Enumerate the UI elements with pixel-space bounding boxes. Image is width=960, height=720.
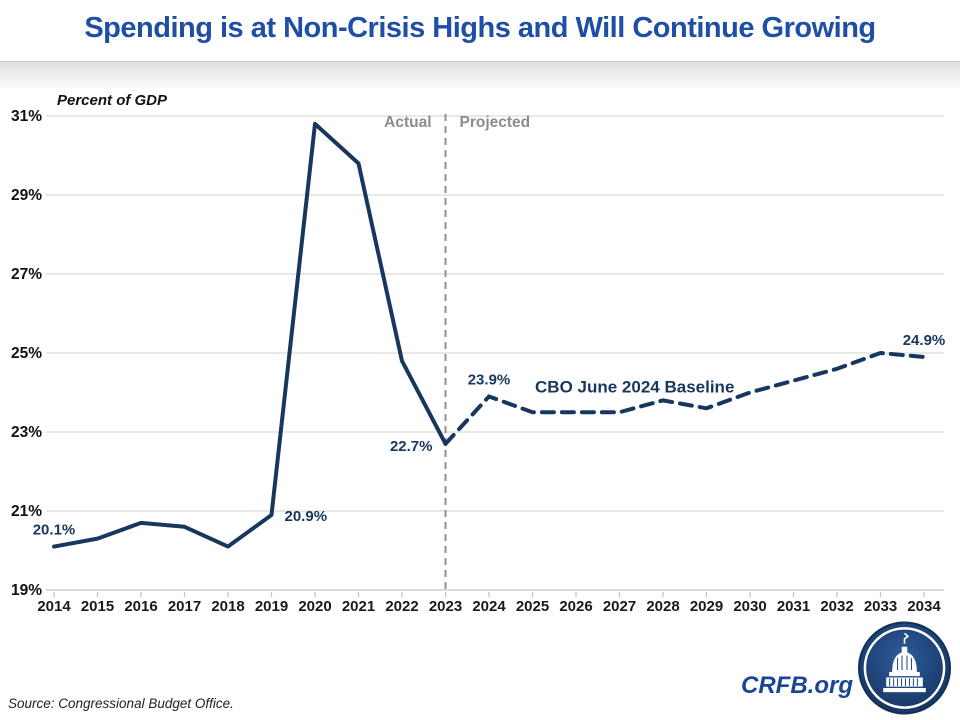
x-tick-label-2015: 2015	[81, 598, 114, 615]
page-title: Spending is at Non-Crisis Highs and Will…	[84, 12, 876, 44]
point-label-2034: 24.9%	[903, 332, 946, 349]
x-tick-label-2014: 2014	[37, 598, 71, 615]
x-tick-label-2032: 2032	[820, 598, 853, 615]
x-tick-label-2020: 2020	[298, 598, 331, 615]
y-axis-title: Percent of GDP	[57, 92, 168, 109]
y-tick-label-21: 21%	[11, 503, 42, 520]
y-tick-label-27: 27%	[11, 266, 42, 283]
x-tick-label-2016: 2016	[124, 598, 157, 615]
actual-line	[52, 121, 448, 549]
series-label: CBO June 2024 Baseline	[535, 378, 734, 397]
crfb-capitol-logo-icon	[857, 621, 952, 715]
divider-label-projected: Projected	[460, 114, 531, 131]
x-tick-label-2030: 2030	[733, 598, 766, 615]
y-tick-label-25: 25%	[11, 345, 42, 362]
point-label-2019: 20.9%	[285, 508, 328, 525]
x-tick-label-2018: 2018	[211, 598, 244, 615]
x-tick-label-2019: 2019	[255, 598, 288, 615]
y-tick-label-29: 29%	[11, 187, 42, 204]
divider-label-actual: Actual	[384, 114, 431, 131]
x-tick-label-2024: 2024	[472, 598, 506, 615]
x-tick-label-2034: 2034	[907, 598, 941, 615]
y-tick-label-19: 19%	[11, 582, 42, 599]
point-label-2014: 20.1%	[33, 522, 76, 539]
x-tick-label-2027: 2027	[603, 598, 636, 615]
x-tick-label-2033: 2033	[864, 598, 897, 615]
x-tick-label-2021: 2021	[342, 598, 375, 615]
source-note: Source: Congressional Budget Office.	[8, 696, 234, 711]
x-tick-label-2026: 2026	[559, 598, 592, 615]
x-tick-label-2023: 2023	[429, 598, 462, 615]
y-tick-label-23: 23%	[11, 424, 42, 441]
x-tick-label-2022: 2022	[385, 598, 418, 615]
x-tick-label-2031: 2031	[777, 598, 810, 615]
crfb-site-label: CRFB.org	[741, 672, 853, 699]
projected-line	[443, 351, 926, 446]
point-label-2023: 22.7%	[390, 438, 433, 455]
x-tick-label-2028: 2028	[646, 598, 679, 615]
header-divider-band	[0, 61, 960, 88]
x-tick-label-2017: 2017	[168, 598, 201, 615]
point-label-2024: 23.9%	[468, 371, 511, 388]
x-tick-label-2029: 2029	[690, 598, 723, 615]
logo-inner-ring	[863, 627, 946, 709]
x-tick-label-2025: 2025	[516, 598, 549, 615]
capitol-building-icon	[883, 632, 926, 693]
y-tick-label-31: 31%	[11, 108, 42, 125]
